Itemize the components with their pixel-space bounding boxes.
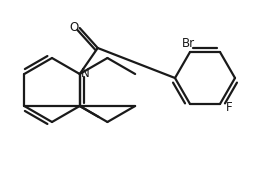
Text: N: N <box>81 66 90 80</box>
Text: F: F <box>226 102 232 115</box>
Text: O: O <box>69 21 78 33</box>
Text: Br: Br <box>181 36 195 50</box>
